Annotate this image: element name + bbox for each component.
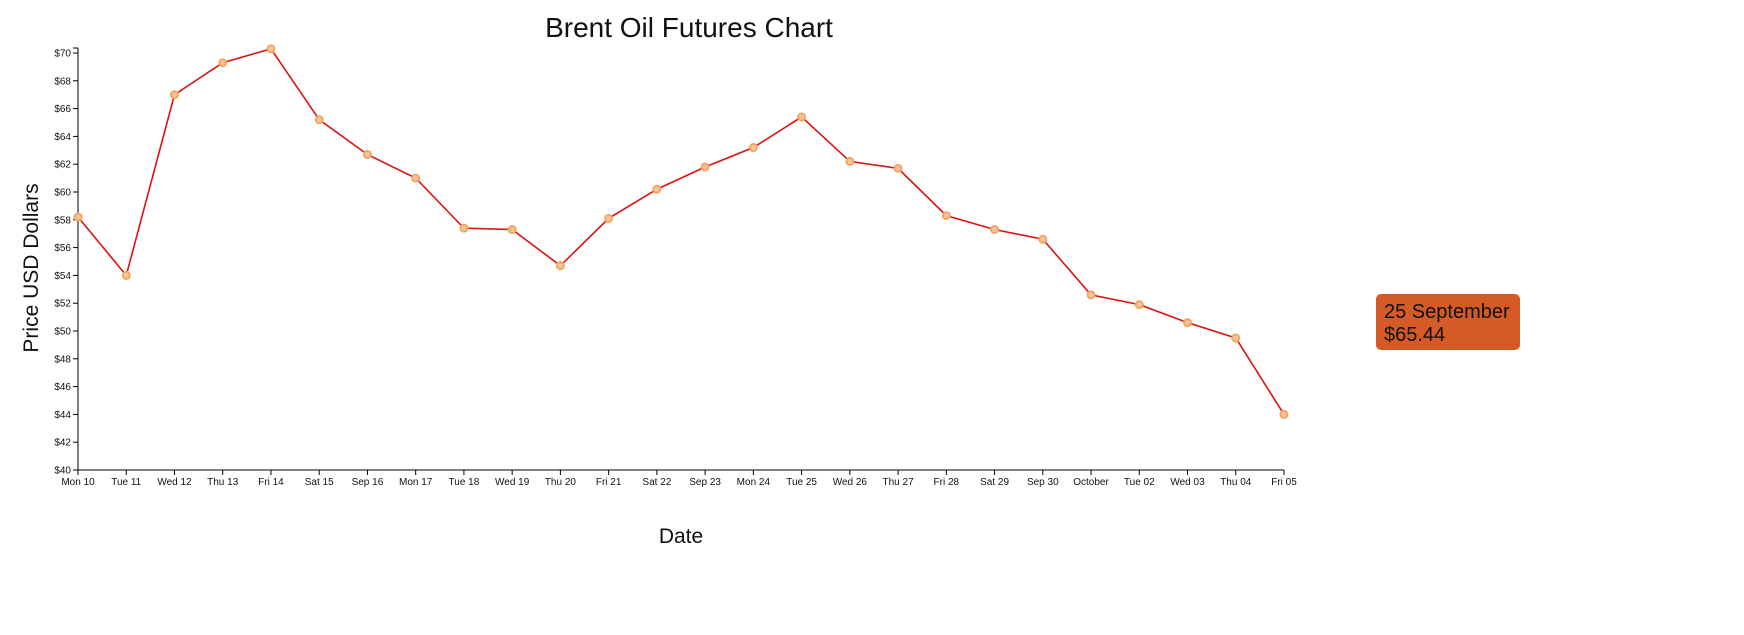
data-point	[1038, 234, 1048, 244]
x-tick-label: Sep 30	[1027, 477, 1059, 488]
data-point	[797, 112, 807, 122]
data-point	[990, 225, 1000, 235]
price-tooltip: 25 September $65.44	[1376, 294, 1520, 350]
x-tick-label: Thu 04	[1220, 477, 1252, 488]
x-tick-label: Tue 02	[1124, 477, 1155, 488]
x-tick-label: October	[1073, 477, 1109, 488]
data-point	[652, 184, 662, 194]
x-tick-label: Sep 16	[352, 477, 384, 488]
x-tick-label: Mon 10	[61, 477, 95, 488]
chart-title: Brent Oil Futures Chart	[545, 12, 833, 43]
price-line	[77, 47, 1285, 415]
data-point	[700, 162, 710, 172]
y-tick-label: $64	[54, 132, 71, 143]
y-tick-label: $42	[54, 438, 71, 449]
data-point	[362, 149, 372, 159]
data-point	[1279, 409, 1289, 419]
x-tick-label: Wed 03	[1170, 477, 1205, 488]
data-point	[73, 212, 83, 222]
data-point	[1231, 333, 1241, 343]
data-point	[555, 261, 565, 271]
y-tick-label: $62	[54, 160, 71, 171]
data-point	[411, 173, 421, 183]
x-tick-label: Thu 27	[883, 477, 915, 488]
data-point	[893, 163, 903, 173]
x-tick-label: Wed 12	[157, 477, 192, 488]
x-tick-label: Mon 17	[399, 477, 433, 488]
x-tick-label: Thu 20	[545, 477, 577, 488]
x-tick-label: Sat 22	[642, 477, 671, 488]
x-tick-label: Mon 24	[737, 477, 771, 488]
x-tick-label: Wed 19	[495, 477, 530, 488]
x-tick-label: Fri 21	[596, 477, 622, 488]
data-point	[845, 156, 855, 166]
data-point	[1086, 290, 1096, 300]
data-point	[748, 143, 758, 153]
x-tick-label: Sep 23	[689, 477, 721, 488]
data-point	[459, 223, 469, 233]
y-tick-label: $54	[54, 271, 71, 282]
y-tick-label: $52	[54, 299, 71, 310]
data-point	[314, 115, 324, 125]
data-point	[941, 211, 951, 221]
y-tick-label: $70	[54, 49, 71, 60]
data-point	[507, 225, 517, 235]
y-tick-label: $56	[54, 243, 71, 254]
y-tick-label: $48	[54, 354, 71, 365]
y-tick-label: $50	[54, 327, 71, 338]
x-axis: Mon 10 Tue 11 Wed 12 Thu 13 Fri 14 Sat 15 Sep …	[61, 469, 1297, 488]
x-tick-label: Sat 15	[305, 477, 334, 488]
x-tick-label: Wed 26	[833, 477, 868, 488]
y-tick-label: $44	[54, 410, 71, 421]
x-tick-label: Thu 13	[207, 477, 239, 488]
x-tick-label: Tue 25	[786, 477, 817, 488]
x-tick-label: Tue 11	[111, 477, 141, 488]
data-point	[1183, 318, 1193, 328]
data-points	[73, 44, 1289, 419]
y-axis-title: Price USD Dollars	[20, 183, 43, 352]
data-point	[604, 213, 614, 223]
tooltip-price: $65.44	[1384, 324, 1446, 346]
x-tick-label: Fri 28	[934, 477, 960, 488]
data-point	[121, 270, 131, 280]
y-tick-label: $58	[54, 215, 71, 226]
data-point	[218, 58, 228, 68]
y-tick-label: $66	[54, 104, 71, 115]
y-tick-label: $46	[54, 382, 71, 393]
x-tick-label: Sat 29	[980, 477, 1009, 488]
x-tick-label: Fri 14	[258, 477, 284, 488]
x-tick-label: Fri 05	[1271, 477, 1297, 488]
y-tick-label: $60	[54, 188, 71, 199]
y-tick-label: $68	[54, 76, 71, 87]
y-axis: $40 $42 $44 $46 $48 $50 $52 $54 $56 $58 $60 $62 $64 $…	[54, 47, 79, 477]
x-axis-title: Date	[659, 525, 703, 548]
tooltip-date: 25 September	[1384, 301, 1510, 323]
x-tick-label: Tue 18	[449, 477, 480, 488]
y-tick-label: $40	[54, 466, 71, 477]
data-point	[1134, 300, 1144, 310]
data-point	[169, 90, 179, 100]
data-point	[266, 44, 276, 54]
